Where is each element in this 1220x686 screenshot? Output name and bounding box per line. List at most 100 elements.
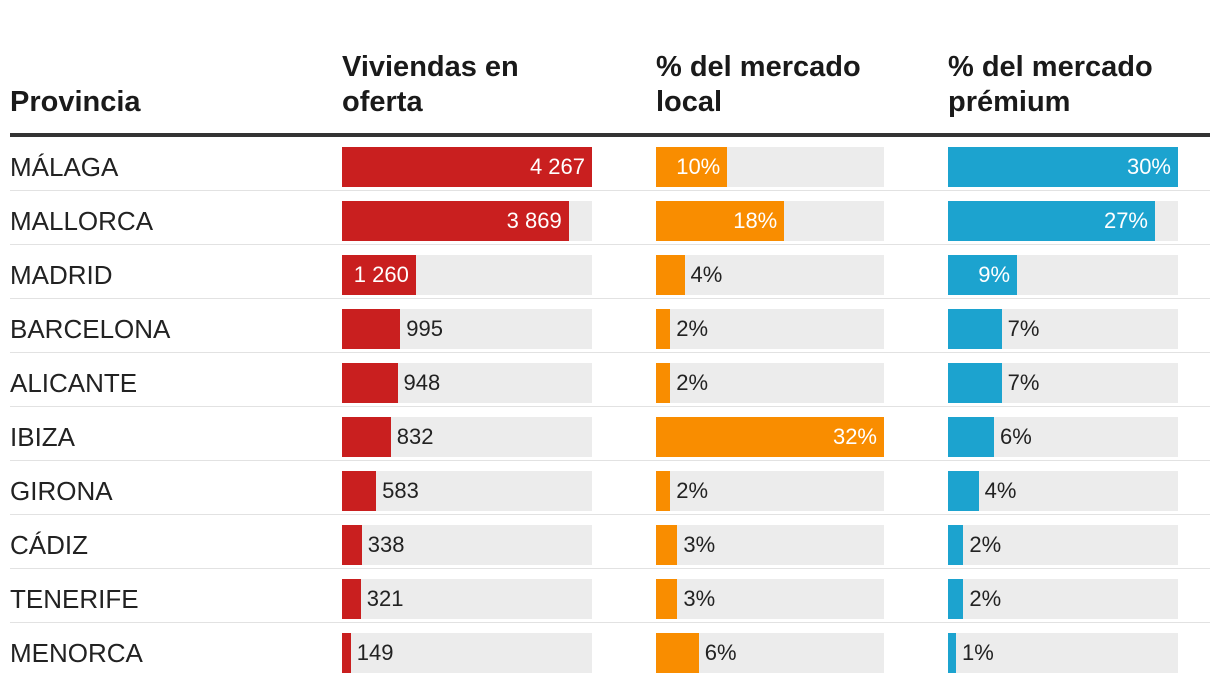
premium-market-value-label: 2% (969, 532, 1002, 557)
listings-track: 948 (342, 363, 592, 403)
province-name: BARCELONA (10, 314, 171, 344)
local-market-track: 6% (656, 633, 884, 673)
local-market-track: 2% (656, 309, 884, 349)
premium-market-bar (948, 471, 979, 511)
listings-bar (342, 201, 569, 241)
local-market-bar (656, 309, 671, 349)
row-divider (10, 622, 1210, 623)
data-table: Provincia Viviendas en oferta % del merc… (10, 0, 1210, 686)
listings-track: 338 (342, 525, 592, 565)
listings-track: 4 267 (342, 147, 592, 187)
listings-bar (342, 579, 361, 619)
local-market-track: 4% (656, 255, 884, 295)
province-name: IBIZA (10, 422, 76, 452)
row-divider (10, 568, 1210, 569)
local-market-bar (656, 147, 728, 187)
province-name: MALLORCA (10, 206, 154, 236)
table-row: IBIZA 832 32% 6% (10, 407, 1210, 461)
premium-market-value-label: 30% (1126, 154, 1171, 179)
premium-market-bar (948, 363, 1002, 403)
listings-value-label: 321 (366, 586, 404, 611)
table-row: MÁLAGA 4 267 10% 30% (10, 137, 1210, 191)
local-market-bar (656, 471, 671, 511)
local-market-value-label: 3% (683, 532, 716, 557)
column-header-premium-market: % del mercado prémium (948, 44, 1188, 120)
listings-value-label: 832 (396, 424, 434, 449)
premium-market-track: 30% (948, 147, 1178, 187)
local-market-bar (656, 201, 785, 241)
premium-market-value-label: 2% (969, 586, 1002, 611)
listings-track: 832 (342, 417, 592, 457)
premium-market-value-label: 27% (1103, 208, 1148, 233)
province-name: MÁLAGA (10, 152, 119, 182)
listings-track: 995 (342, 309, 592, 349)
local-market-track: 3% (656, 525, 884, 565)
table-row: MALLORCA 3 869 18% 27% (10, 191, 1210, 245)
row-divider (10, 298, 1210, 299)
column-header-listings-label: Viviendas en oferta (342, 51, 519, 118)
listings-value-label: 1 260 (353, 262, 409, 287)
premium-market-value-label: 1% (962, 640, 994, 665)
listings-track: 321 (342, 579, 592, 619)
premium-market-bar (948, 147, 1178, 187)
premium-market-track: 2% (948, 525, 1178, 565)
local-market-value-label: 4% (690, 262, 723, 287)
listings-value-label: 149 (356, 640, 394, 665)
listings-value-label: 338 (367, 532, 405, 557)
listings-value-label: 995 (406, 316, 443, 341)
listings-track: 583 (342, 471, 592, 511)
local-market-value-label: 6% (704, 640, 737, 665)
header-divider (10, 133, 1210, 137)
premium-market-bar (948, 255, 1017, 295)
column-header-province: Provincia (10, 44, 310, 120)
row-divider (10, 514, 1210, 515)
listings-bar (342, 309, 401, 349)
table-row: TENERIFE 321 3% 2% (10, 569, 1210, 623)
premium-market-track: 2% (948, 579, 1178, 619)
local-market-track: 10% (656, 147, 884, 187)
listings-bar (342, 633, 351, 673)
local-market-bar (656, 525, 678, 565)
premium-market-value-label: 9% (978, 262, 1010, 287)
local-market-value-label: 2% (676, 370, 709, 395)
table-row: MADRID 1 260 4% 9% (10, 245, 1210, 299)
local-market-track: 32% (656, 417, 884, 457)
province-name: TENERIFE (10, 584, 139, 614)
local-market-value-label: 10% (676, 154, 721, 179)
listings-value-label: 3 869 (506, 208, 562, 233)
premium-market-track: 27% (948, 201, 1178, 241)
listings-track: 149 (342, 633, 592, 673)
local-market-bar (656, 255, 685, 295)
premium-market-track: 4% (948, 471, 1178, 511)
premium-market-track: 7% (948, 363, 1178, 403)
listings-value-label: 583 (382, 478, 419, 503)
local-market-value-label: 3% (683, 586, 716, 611)
listings-track: 1 260 (342, 255, 592, 295)
column-header-local-market: % del mercado local (656, 44, 896, 120)
table-row: ALICANTE 948 2% 7% (10, 353, 1210, 407)
local-market-bar (656, 363, 671, 403)
premium-market-bar (948, 309, 1002, 349)
local-market-track: 2% (656, 471, 884, 511)
listings-value-label: 4 267 (529, 154, 585, 179)
province-name: MENORCA (10, 638, 143, 668)
province-name: MADRID (10, 260, 113, 290)
premium-market-track: 1% (948, 633, 1178, 673)
column-header-listings: Viviendas en oferta (342, 44, 582, 120)
local-market-bar (656, 417, 884, 457)
listings-value-label: 948 (403, 370, 441, 395)
listings-track: 3 869 (342, 201, 592, 241)
row-divider (10, 190, 1210, 191)
column-header-province-label: Provincia (10, 86, 141, 118)
local-market-value-label: 2% (676, 316, 709, 341)
table-row: BARCELONA 995 2% 7% (10, 299, 1210, 353)
premium-market-value-label: 6% (1000, 424, 1032, 449)
listings-bar (342, 525, 362, 565)
premium-market-value-label: 4% (984, 478, 1017, 503)
listings-bar (342, 255, 416, 295)
local-market-bar (656, 633, 699, 673)
local-market-value-label: 2% (676, 478, 709, 503)
premium-market-track: 7% (948, 309, 1178, 349)
row-divider (10, 352, 1210, 353)
premium-market-bar (948, 417, 994, 457)
